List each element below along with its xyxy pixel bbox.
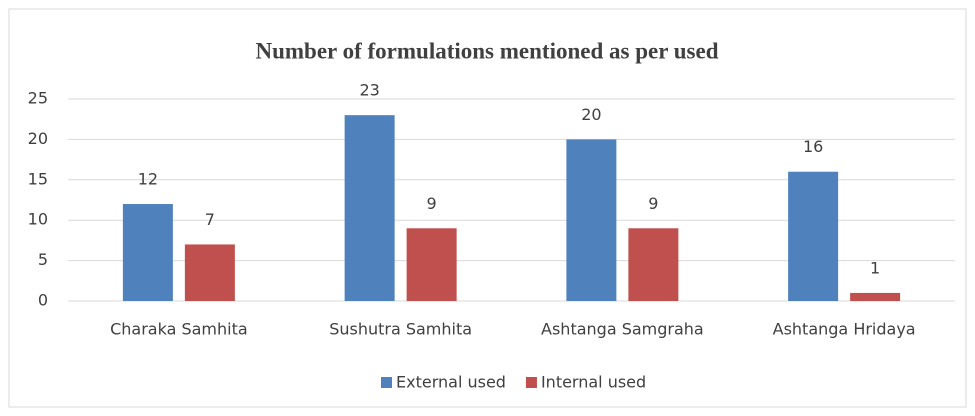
bar	[344, 115, 395, 301]
data-label: 16	[803, 137, 823, 156]
y-tick-label: 20	[28, 129, 48, 148]
bar	[406, 228, 457, 301]
y-tick-label: 10	[28, 210, 48, 229]
y-tick-label: 15	[28, 169, 48, 188]
legend-label: External used	[396, 373, 506, 392]
bar	[566, 139, 617, 301]
bar	[122, 204, 173, 301]
x-tick-label: Ashtanga Samgraha	[541, 320, 704, 339]
x-tick-label: Charaka Samhita	[110, 320, 248, 339]
legend-swatch	[381, 377, 392, 388]
x-tick-label: Ashtanga Hridaya	[773, 320, 916, 339]
y-tick-label: 25	[28, 89, 48, 108]
x-tick-label: Sushutra Samhita	[329, 320, 472, 339]
legend-swatch	[525, 377, 537, 388]
data-label: 9	[648, 194, 658, 213]
y-tick-label: 0	[38, 291, 48, 310]
data-label: 7	[205, 210, 215, 229]
data-label: 12	[138, 170, 158, 189]
bar	[850, 292, 901, 301]
bar	[184, 244, 235, 301]
bar	[628, 228, 679, 301]
data-label: 20	[581, 105, 601, 124]
data-label: 1	[870, 258, 880, 277]
chart-title: Number of formulations mentioned as per …	[256, 38, 719, 63]
data-label: 9	[427, 194, 437, 213]
data-label: 23	[359, 81, 379, 100]
legend-label: Internal used	[541, 373, 646, 392]
bar	[788, 171, 839, 301]
y-tick-label: 5	[38, 250, 48, 269]
